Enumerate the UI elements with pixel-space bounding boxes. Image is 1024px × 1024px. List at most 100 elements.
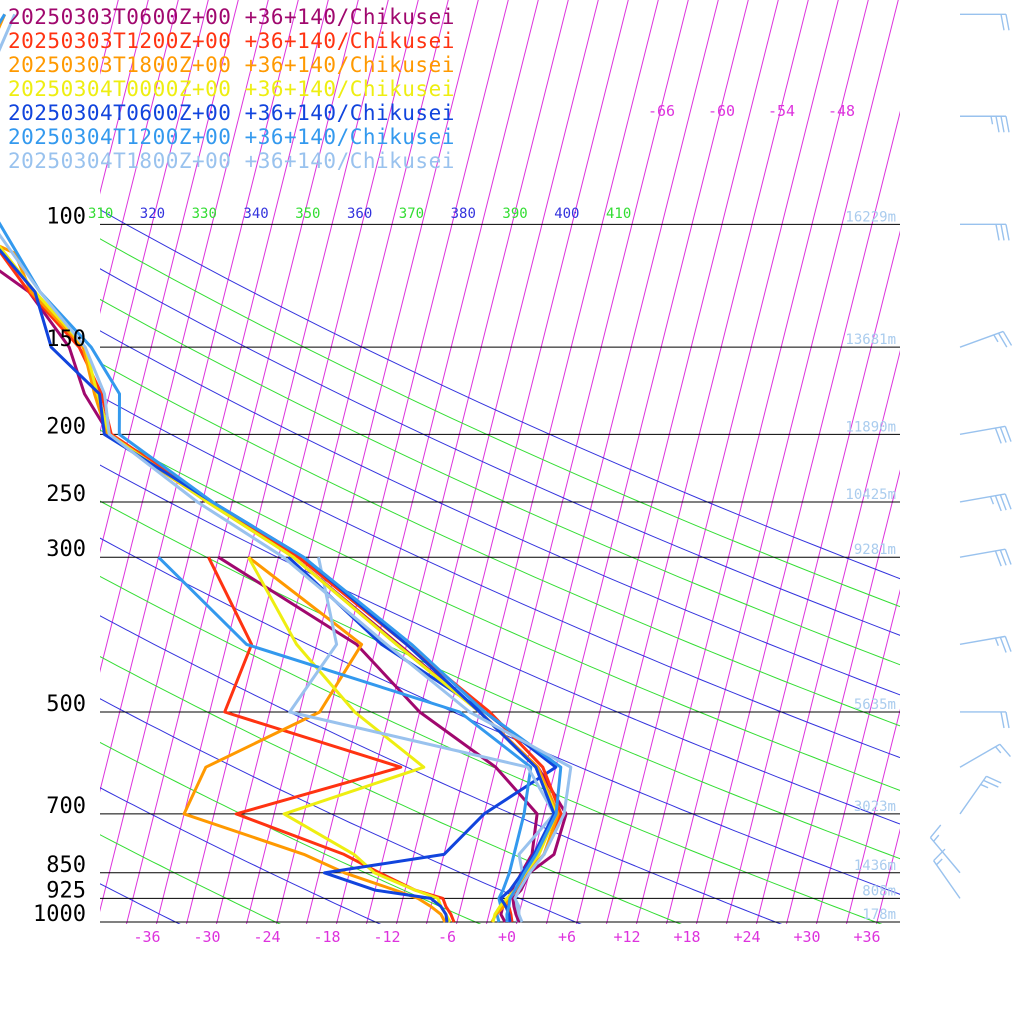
isotherm-line xyxy=(100,0,299,793)
pressure-tick-label: 850 xyxy=(46,853,86,878)
dewpoint-line xyxy=(207,556,456,923)
dry-adiabat-line xyxy=(100,883,181,924)
dewpoint-line xyxy=(288,556,556,923)
temperature-tick-label: -30 xyxy=(193,928,220,946)
isotherm-line xyxy=(845,708,900,924)
isotherm-line xyxy=(993,0,1024,940)
dry-adiabat-line xyxy=(100,238,900,608)
theta-label: 320 xyxy=(140,206,165,222)
isotherm-line xyxy=(100,0,119,75)
height-label: 3023m xyxy=(854,799,896,815)
temperature-tick-label: +18 xyxy=(673,928,700,946)
pressure-tick-label: 1000 xyxy=(33,902,86,927)
isotherm-line xyxy=(545,0,779,924)
wind-barbs xyxy=(929,13,1013,899)
wind-barb xyxy=(959,425,1012,444)
temperature-tick-label: +6 xyxy=(558,928,576,946)
height-label: 11890m xyxy=(845,419,896,435)
isotherm-line xyxy=(725,230,900,924)
dewpoint-line xyxy=(217,555,539,923)
isotherm-top-label: -60 xyxy=(708,102,735,120)
isotherm-line xyxy=(575,0,809,924)
theta-label: 370 xyxy=(399,206,424,222)
height-label: 9281m xyxy=(854,542,896,558)
theta-label: 310 xyxy=(88,206,113,222)
isobar-grid xyxy=(100,223,900,923)
temperature-tick-label: -6 xyxy=(438,928,456,946)
theta-label: 350 xyxy=(295,206,320,222)
isotherm-line xyxy=(665,0,899,924)
legend-entry: 20250303T1200Z+00 +36+140/Chikusei xyxy=(8,29,455,53)
pressure-tick-label: 200 xyxy=(46,414,86,439)
dry-adiabat-line xyxy=(100,395,900,759)
temperature-tick-label: +12 xyxy=(613,928,640,946)
isotherm-line xyxy=(903,0,1024,940)
pressure-tick-label: 250 xyxy=(46,482,86,507)
theta-labels: 310 320 330 340 350 360 370 380 390 400 410 xyxy=(88,206,631,222)
dry-adiabat-line xyxy=(100,741,482,924)
isotherm-top-label: -48 xyxy=(828,102,855,120)
dry-adiabat-line xyxy=(100,362,900,727)
theta-label: 360 xyxy=(347,206,372,222)
theta-label: 330 xyxy=(192,206,217,222)
height-label: 808m xyxy=(862,883,896,899)
isotherm-line xyxy=(755,349,900,924)
isotherm-line xyxy=(100,0,149,195)
isotherm-line xyxy=(245,0,479,924)
dry-adiabat-grid xyxy=(0,0,900,937)
isotherm-line xyxy=(100,0,209,434)
wind-barb xyxy=(959,775,1002,815)
legend-entry: 20250303T0600Z+00 +36+140/Chikusei xyxy=(8,5,455,29)
wind-barb xyxy=(959,743,1011,768)
legend-entry: 20250303T1800Z+00 +36+140/Chikusei xyxy=(8,53,455,77)
temperature-line xyxy=(0,13,573,923)
wind-barb xyxy=(959,635,1012,653)
isotherm-line xyxy=(125,0,359,924)
temperature-tick-label: +0 xyxy=(498,928,516,946)
pressure-tick-label: 300 xyxy=(46,537,86,562)
dry-adiabat-line xyxy=(100,655,682,924)
wind-barb xyxy=(959,493,1012,512)
dry-adiabat-line xyxy=(100,575,883,924)
wind-barb xyxy=(933,848,961,899)
height-label: 1436m xyxy=(854,858,896,874)
wind-barb xyxy=(960,223,1010,241)
isotherm-line xyxy=(0,0,3,940)
dry-adiabat-line xyxy=(100,209,900,580)
legend-entry: 20250304T0600Z+00 +36+140/Chikusei xyxy=(8,101,455,125)
pressure-tick-label: 500 xyxy=(46,692,86,717)
theta-label: 400 xyxy=(554,206,579,222)
isotherm-line xyxy=(425,0,659,924)
height-label: 10425m xyxy=(845,487,896,503)
dry-adiabat-line xyxy=(100,834,281,924)
isotherm-grid xyxy=(0,0,1024,940)
sounding-profiles xyxy=(0,13,573,923)
pressure-tick-label: 100 xyxy=(46,204,86,229)
theta-label: 410 xyxy=(606,206,631,222)
temperature-tick-label: +24 xyxy=(733,928,760,946)
theta-label: 380 xyxy=(451,206,476,222)
isotherm-line xyxy=(365,0,599,924)
isotherm-line xyxy=(100,0,239,554)
isotherm-line xyxy=(185,0,419,924)
height-labels: 16229m 13681m 11890m 10425m 9281m 5635m 3023m 1… xyxy=(845,209,896,923)
height-label: 178m xyxy=(862,907,896,923)
dry-adiabat-line xyxy=(100,330,900,696)
isotherm-top-label: -54 xyxy=(768,102,795,120)
pressure-tick-label: 150 xyxy=(46,327,86,352)
pressure-tick-label: 925 xyxy=(46,878,86,903)
dry-adiabat-line xyxy=(100,698,582,924)
temperature-line xyxy=(0,244,558,923)
dry-adiabat-line xyxy=(100,464,900,825)
isotherm-top-label: -66 xyxy=(648,102,675,120)
wind-barb xyxy=(960,13,1010,31)
temperature-line xyxy=(0,13,563,923)
wind-barb xyxy=(960,115,1010,133)
legend-entry: 20250304T1800Z+00 +36+140/Chikusei xyxy=(8,149,455,173)
dry-adiabat-line xyxy=(0,0,3,937)
theta-label: 340 xyxy=(243,206,268,222)
temperature-tick-label: -36 xyxy=(133,928,160,946)
wind-barb xyxy=(929,824,961,874)
